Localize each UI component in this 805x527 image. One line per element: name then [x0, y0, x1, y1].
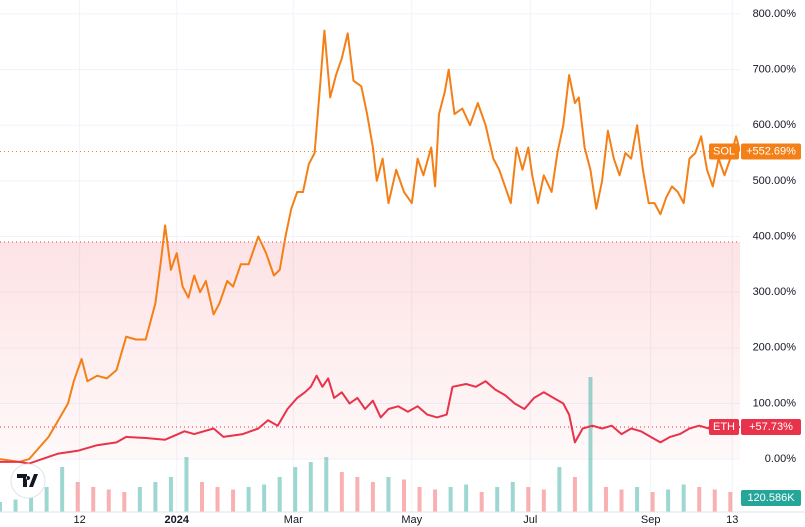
- volume-bar: [588, 377, 593, 512]
- line-series: [0, 374, 741, 465]
- volume-bar: [526, 487, 531, 512]
- series-name-box: [709, 143, 739, 160]
- x-tick-label: Sep: [641, 514, 661, 526]
- volume-bar: [168, 477, 173, 512]
- series-name: ETH: [713, 421, 735, 433]
- volume-bar: [401, 479, 406, 512]
- volume-bar: [293, 467, 298, 512]
- volume-bar: [29, 497, 34, 512]
- volume-bar: [339, 472, 344, 512]
- volume-bar: [479, 492, 484, 512]
- volume-bar: [603, 487, 608, 512]
- volume-bar: [666, 489, 671, 512]
- y-tick-label: 400.00%: [753, 230, 797, 242]
- x-tick-label: May: [401, 514, 422, 526]
- y-tick-label: 500.00%: [753, 175, 797, 187]
- volume-bar: [572, 477, 577, 512]
- volume-bar: [106, 489, 111, 512]
- volume-bar: [635, 487, 640, 512]
- volume: [0, 377, 733, 512]
- volume-bar: [697, 487, 702, 512]
- volume-bar: [215, 487, 220, 512]
- volume-bar: [308, 462, 313, 512]
- y-tick-label: 700.00%: [753, 63, 797, 75]
- volume-bar: [681, 484, 686, 512]
- volume-bar: [650, 492, 655, 512]
- volume-bar: [712, 489, 717, 512]
- y-tick-label: 300.00%: [753, 286, 797, 298]
- volume-bar: [262, 484, 267, 512]
- last-value-label: +552.69%: [746, 145, 796, 157]
- volume-bar: [199, 482, 204, 512]
- x-tick-label: 13: [726, 514, 738, 526]
- line-series: [0, 29, 741, 463]
- series-name: SOL: [713, 145, 735, 157]
- volume-bar: [0, 502, 2, 512]
- volume-bar: [184, 457, 189, 512]
- volume-bar: [433, 489, 438, 512]
- volume-bar: [557, 467, 562, 512]
- volume-bar: [60, 467, 65, 512]
- y-tick-label: 600.00%: [753, 119, 797, 131]
- volume-bar: [137, 487, 142, 512]
- axes: 0.00% 100.00% 200.00% 300.00% 400.00% 500.00%…: [74, 8, 801, 526]
- volume-bar: [370, 482, 375, 512]
- volume-bar: [417, 487, 422, 512]
- y-tick-label: 200.00%: [753, 342, 797, 354]
- volume-bar: [495, 487, 500, 512]
- volume-bar: [153, 482, 158, 512]
- lines: [0, 29, 741, 465]
- volume-bar: [324, 457, 329, 512]
- y-tick-label: 0.00%: [765, 453, 796, 465]
- volume-bar: [619, 489, 624, 512]
- volume-bar: [277, 477, 282, 512]
- x-tick-label: Mar: [284, 514, 303, 526]
- y-tick-label: 800.00%: [753, 8, 797, 20]
- volume-bar: [91, 487, 96, 512]
- volume-bar: [464, 484, 469, 512]
- volume-bar: [448, 487, 453, 512]
- volume-bar: [231, 489, 236, 512]
- volume-bar: [122, 492, 127, 512]
- volume-bar: [728, 492, 733, 512]
- y-tick-label: 100.00%: [753, 397, 797, 409]
- range-shade: [0, 242, 740, 459]
- volume-last-box: [741, 490, 801, 506]
- volume-bar: [510, 482, 515, 512]
- volume-bar: [75, 482, 80, 512]
- volume-bar: [246, 487, 251, 512]
- volume-bar: [13, 499, 18, 512]
- price-scale: [740, 0, 805, 527]
- last-value-label: +57.73%: [749, 421, 793, 433]
- series-name-box: [709, 419, 739, 436]
- volume-bar: [386, 477, 391, 512]
- x-tick-label: 2024: [165, 514, 190, 526]
- logo: [10, 463, 46, 499]
- volume-bar: [355, 477, 360, 512]
- last-value-box: [741, 143, 801, 160]
- last-value-box: [741, 419, 801, 436]
- x-tick-label: 12: [74, 514, 86, 526]
- x-tick-label: Jul: [523, 514, 537, 526]
- volume-bar: [44, 487, 49, 512]
- volume-bar: [541, 489, 546, 512]
- volume-last-label: 120.586K: [747, 492, 795, 504]
